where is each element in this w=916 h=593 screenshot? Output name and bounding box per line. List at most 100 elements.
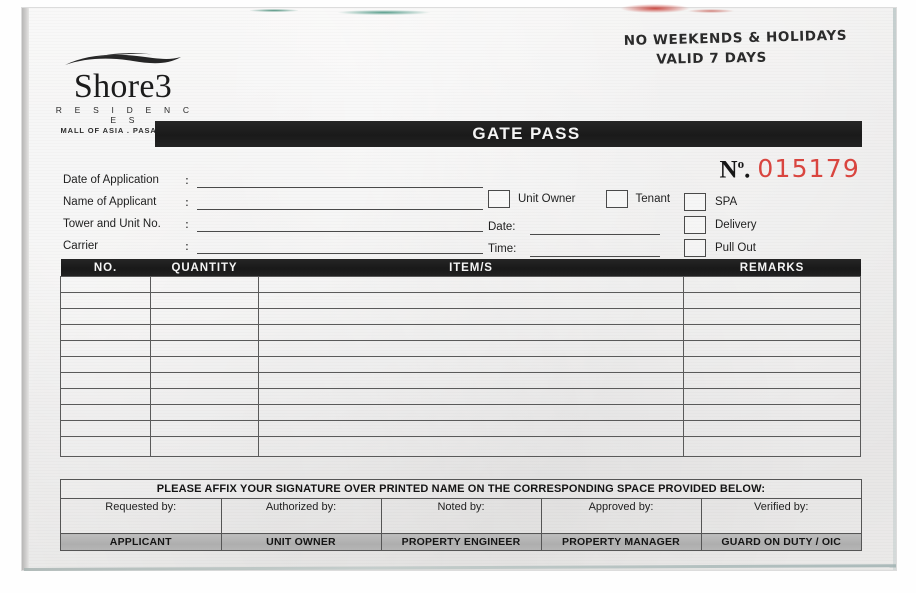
signature-role-label: PROPERTY MANAGER xyxy=(562,536,680,548)
table-cell-quantity[interactable] xyxy=(150,276,259,293)
date-input[interactable] xyxy=(530,220,660,235)
checkbox-tenant[interactable] xyxy=(605,190,628,208)
signature-by-label: Approved by: xyxy=(588,501,654,513)
table-cell-quantity[interactable] xyxy=(150,292,259,309)
table-row[interactable] xyxy=(60,308,861,325)
table-cell-no[interactable] xyxy=(60,292,151,309)
table-cell-items[interactable] xyxy=(258,420,684,437)
table-cell-remarks[interactable] xyxy=(683,420,861,437)
signature-cell-noted[interactable]: Noted by: xyxy=(380,499,541,534)
table-cell-quantity[interactable] xyxy=(150,404,259,421)
table-cell-no[interactable] xyxy=(60,436,151,457)
table-row[interactable] xyxy=(60,420,861,437)
table-cell-quantity[interactable] xyxy=(150,340,259,357)
table-cell-items[interactable] xyxy=(258,292,684,309)
table-cell-items[interactable] xyxy=(258,356,684,373)
field-colon: : xyxy=(185,239,189,253)
table-cell-remarks[interactable] xyxy=(683,388,861,405)
table-cell-items[interactable] xyxy=(258,372,684,389)
field-colon: : xyxy=(185,173,189,187)
table-cell-no[interactable] xyxy=(60,324,151,341)
table-row[interactable] xyxy=(60,372,861,389)
table-cell-no[interactable] xyxy=(60,308,151,325)
table-cell-items[interactable] xyxy=(258,388,684,405)
table-row[interactable] xyxy=(60,436,861,457)
field-label: Date of Application xyxy=(63,174,159,186)
signature-cell-verified[interactable]: Verified by: xyxy=(700,499,861,534)
field-label: Carrier xyxy=(63,240,99,252)
carrier-input[interactable] xyxy=(197,239,483,254)
column-header-items: ITEM/S xyxy=(258,259,684,277)
option-delivery[interactable]: Delivery xyxy=(684,213,757,236)
signature-role-label: UNIT OWNER xyxy=(266,536,336,548)
table-cell-quantity[interactable] xyxy=(150,436,259,457)
logo-residences-text: R E S I D E N C E S xyxy=(55,105,195,125)
table-row[interactable] xyxy=(60,356,861,373)
table-row[interactable] xyxy=(60,276,861,293)
table-row[interactable] xyxy=(60,404,861,421)
tower-and-unit-no-input[interactable] xyxy=(197,217,483,232)
table-cell-remarks[interactable] xyxy=(683,356,861,373)
table-row[interactable] xyxy=(60,324,861,341)
table-cell-quantity[interactable] xyxy=(150,420,259,437)
table-cell-no[interactable] xyxy=(60,420,151,437)
table-cell-remarks[interactable] xyxy=(683,324,861,341)
table-cell-items[interactable] xyxy=(258,404,684,421)
table-cell-remarks[interactable] xyxy=(683,292,861,309)
table-cell-items[interactable] xyxy=(258,436,684,457)
signature-cell-requested[interactable]: Requested by: xyxy=(61,499,221,534)
table-cell-remarks[interactable] xyxy=(683,308,861,325)
table-cell-items[interactable] xyxy=(258,276,684,293)
checkbox-spa[interactable] xyxy=(684,192,706,211)
date-of-application-input[interactable] xyxy=(197,173,483,188)
option-pull-out[interactable]: Pull Out xyxy=(684,236,757,259)
table-cell-items[interactable] xyxy=(258,340,684,357)
checkbox-unit-owner[interactable] xyxy=(488,190,510,208)
table-cell-quantity[interactable] xyxy=(150,308,259,325)
table-cell-remarks[interactable] xyxy=(683,340,861,357)
table-cell-remarks[interactable] xyxy=(683,404,861,421)
checkbox-delivery[interactable] xyxy=(684,215,706,234)
table-cell-quantity[interactable] xyxy=(150,372,259,389)
field-row-date[interactable]: Date: xyxy=(488,213,660,235)
table-cell-no[interactable] xyxy=(60,388,151,405)
field-row-carrier[interactable]: Carrier : xyxy=(63,232,483,254)
name-of-applicant-input[interactable] xyxy=(197,195,483,210)
table-cell-remarks[interactable] xyxy=(683,372,861,389)
time-label: Time: xyxy=(488,243,517,255)
option-spa[interactable]: SPA xyxy=(684,190,757,213)
table-cell-quantity[interactable] xyxy=(150,388,259,405)
table-cell-no[interactable] xyxy=(60,372,151,389)
field-colon: : xyxy=(185,217,189,231)
table-row[interactable] xyxy=(60,340,861,357)
time-input[interactable] xyxy=(530,242,660,257)
table-cell-no[interactable] xyxy=(60,276,151,293)
table-cell-remarks[interactable] xyxy=(683,276,861,293)
serial-number-label: No. xyxy=(719,155,751,183)
field-colon: : xyxy=(185,195,189,209)
field-row-time[interactable]: Time: xyxy=(488,235,660,257)
signature-by-row: Requested by: Authorized by: Noted by: A… xyxy=(61,499,861,534)
column-header-remarks: REMARKS xyxy=(683,259,861,277)
table-row[interactable] xyxy=(60,292,861,309)
table-cell-remarks[interactable] xyxy=(683,436,861,457)
serial-number-block: No. 015179 xyxy=(720,154,860,184)
table-cell-quantity[interactable] xyxy=(150,324,259,341)
table-cell-items[interactable] xyxy=(258,308,684,325)
table-cell-items[interactable] xyxy=(258,324,684,341)
signature-cell-authorized[interactable]: Authorized by: xyxy=(220,499,381,534)
signature-role-label: APPLICANT xyxy=(109,536,172,548)
signature-role-row: APPLICANT UNIT OWNER PROPERTY ENGINEER P… xyxy=(61,533,861,550)
signature-cell-approved[interactable]: Approved by: xyxy=(540,499,701,534)
field-row-date-of-application[interactable]: Date of Application : xyxy=(63,166,483,188)
table-cell-no[interactable] xyxy=(60,404,151,421)
table-cell-quantity[interactable] xyxy=(150,356,259,373)
field-row-name-of-applicant[interactable]: Name of Applicant : xyxy=(63,188,483,210)
table-cell-no[interactable] xyxy=(60,356,151,373)
table-cell-no[interactable] xyxy=(60,340,151,357)
column-header-no: NO. xyxy=(60,259,151,277)
field-row-tower-and-unit-no[interactable]: Tower and Unit No. : xyxy=(63,210,483,232)
table-row[interactable] xyxy=(60,388,861,405)
checkbox-pull-out[interactable] xyxy=(684,238,706,257)
